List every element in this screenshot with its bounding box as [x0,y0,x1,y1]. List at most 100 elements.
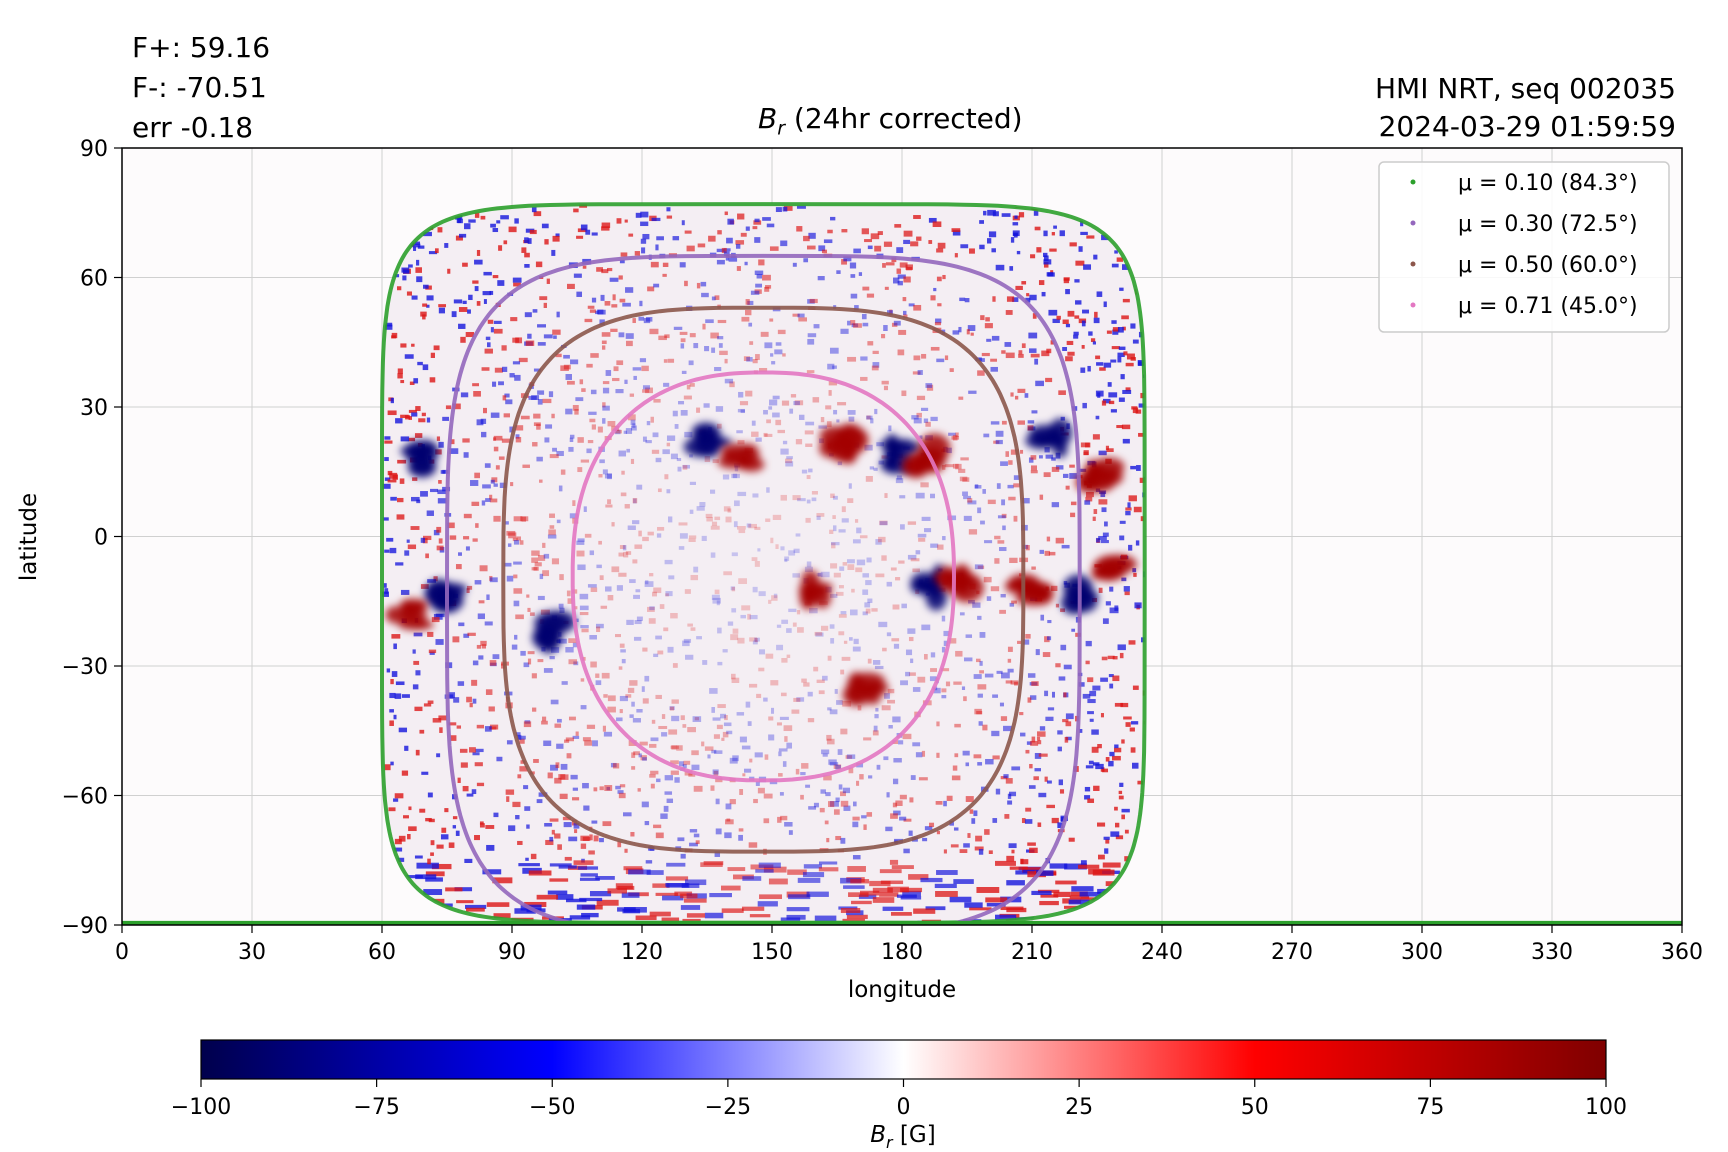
noise-pixel [857,705,862,711]
noise-pixel [1027,420,1035,424]
noise-pixel [932,221,942,228]
noise-pixel [658,335,667,341]
noise-pixel [657,526,665,531]
noise-pixel [1074,315,1080,319]
noise-pixel [892,778,899,785]
noise-pixel [515,434,520,439]
noise-pixel [753,798,758,804]
noise-pixel [755,354,760,361]
noise-pixel [782,353,786,357]
noise-pixel [1007,658,1012,663]
noise-pixel [807,691,813,697]
noise-pixel [458,622,465,627]
noise-pixel [515,732,521,737]
noise-pixel [700,281,707,287]
noise-pixel [775,207,782,213]
noise-pixel [754,237,761,243]
noise-pixel [792,313,800,317]
noise-pixel [396,514,405,520]
noise-pixel [818,867,839,872]
noise-pixel [786,628,792,633]
noise-pixel [572,797,580,801]
noise-pixel [901,603,907,609]
legend-box [1378,161,1670,333]
noise-pixel [1070,512,1076,518]
noise-pixel [607,420,616,427]
noise-pixel [1000,906,1024,911]
noise-pixel [1132,568,1137,573]
noise-pixel [607,695,616,702]
noise-pixel [965,634,973,638]
noise-pixel [951,775,961,781]
noise-pixel [966,329,970,335]
noise-pixel [893,758,902,763]
noise-pixel [625,428,633,434]
noise-pixel [417,245,425,249]
noise-pixel [567,865,588,870]
noise-pixel [944,355,949,361]
x-tick-label: 180 [881,940,923,965]
noise-pixel [859,774,864,780]
noise-pixel [830,563,838,569]
noise-pixel [1057,730,1063,735]
noise-pixel [722,474,730,480]
noise-pixel [642,536,649,542]
noise-pixel [870,233,880,240]
noise-pixel [791,709,800,714]
noise-pixel [1114,250,1118,254]
noise-pixel [444,243,449,248]
noise-pixel [841,518,849,523]
noise-pixel [999,702,1004,707]
noise-pixel [433,613,443,620]
noise-pixel [516,536,521,541]
noise-pixel [963,657,973,662]
noise-pixel [662,449,670,455]
noise-pixel [532,309,538,313]
noise-pixel [995,914,1017,920]
noise-pixel [412,684,419,690]
noise-pixel [849,637,853,641]
noise-pixel [961,686,966,691]
noise-pixel [893,277,900,284]
noise-pixel [865,580,872,586]
noise-pixel [731,608,737,613]
noise-pixel [867,245,873,250]
noise-pixel [1075,260,1085,266]
noise-pixel [521,516,527,522]
noise-pixel [875,573,885,578]
noise-pixel [903,848,910,854]
noise-pixel [666,207,671,212]
noise-pixel [743,768,752,773]
noise-pixel [1064,736,1069,743]
noise-pixel [714,750,723,754]
noise-pixel [549,818,559,822]
noise-pixel [837,461,843,466]
noise-pixel [520,650,526,656]
noise-pixel [618,552,624,557]
noise-pixel [646,317,653,322]
noise-pixel [422,314,426,320]
noise-pixel [718,343,723,348]
noise-pixel [768,734,775,741]
noise-pixel [457,681,465,686]
noise-pixel [873,467,878,471]
noise-pixel [693,833,700,838]
noise-pixel [936,721,940,727]
noise-pixel [1009,266,1014,271]
noise-pixel [994,535,1001,540]
noise-pixel [484,726,492,732]
noise-pixel [1058,676,1066,681]
noise-pixel [438,538,443,544]
noise-pixel [1122,264,1131,270]
noise-pixel [1085,765,1094,769]
noise-pixel [666,489,671,494]
noise-pixel [1140,516,1144,522]
noise-pixel [936,830,941,835]
noise-pixel [619,545,626,549]
noise-pixel [1122,389,1132,394]
noise-pixel [921,624,931,631]
noise-pixel [714,367,722,372]
noise-pixel [472,752,480,756]
noise-pixel [896,475,902,480]
noise-pixel [758,667,765,672]
